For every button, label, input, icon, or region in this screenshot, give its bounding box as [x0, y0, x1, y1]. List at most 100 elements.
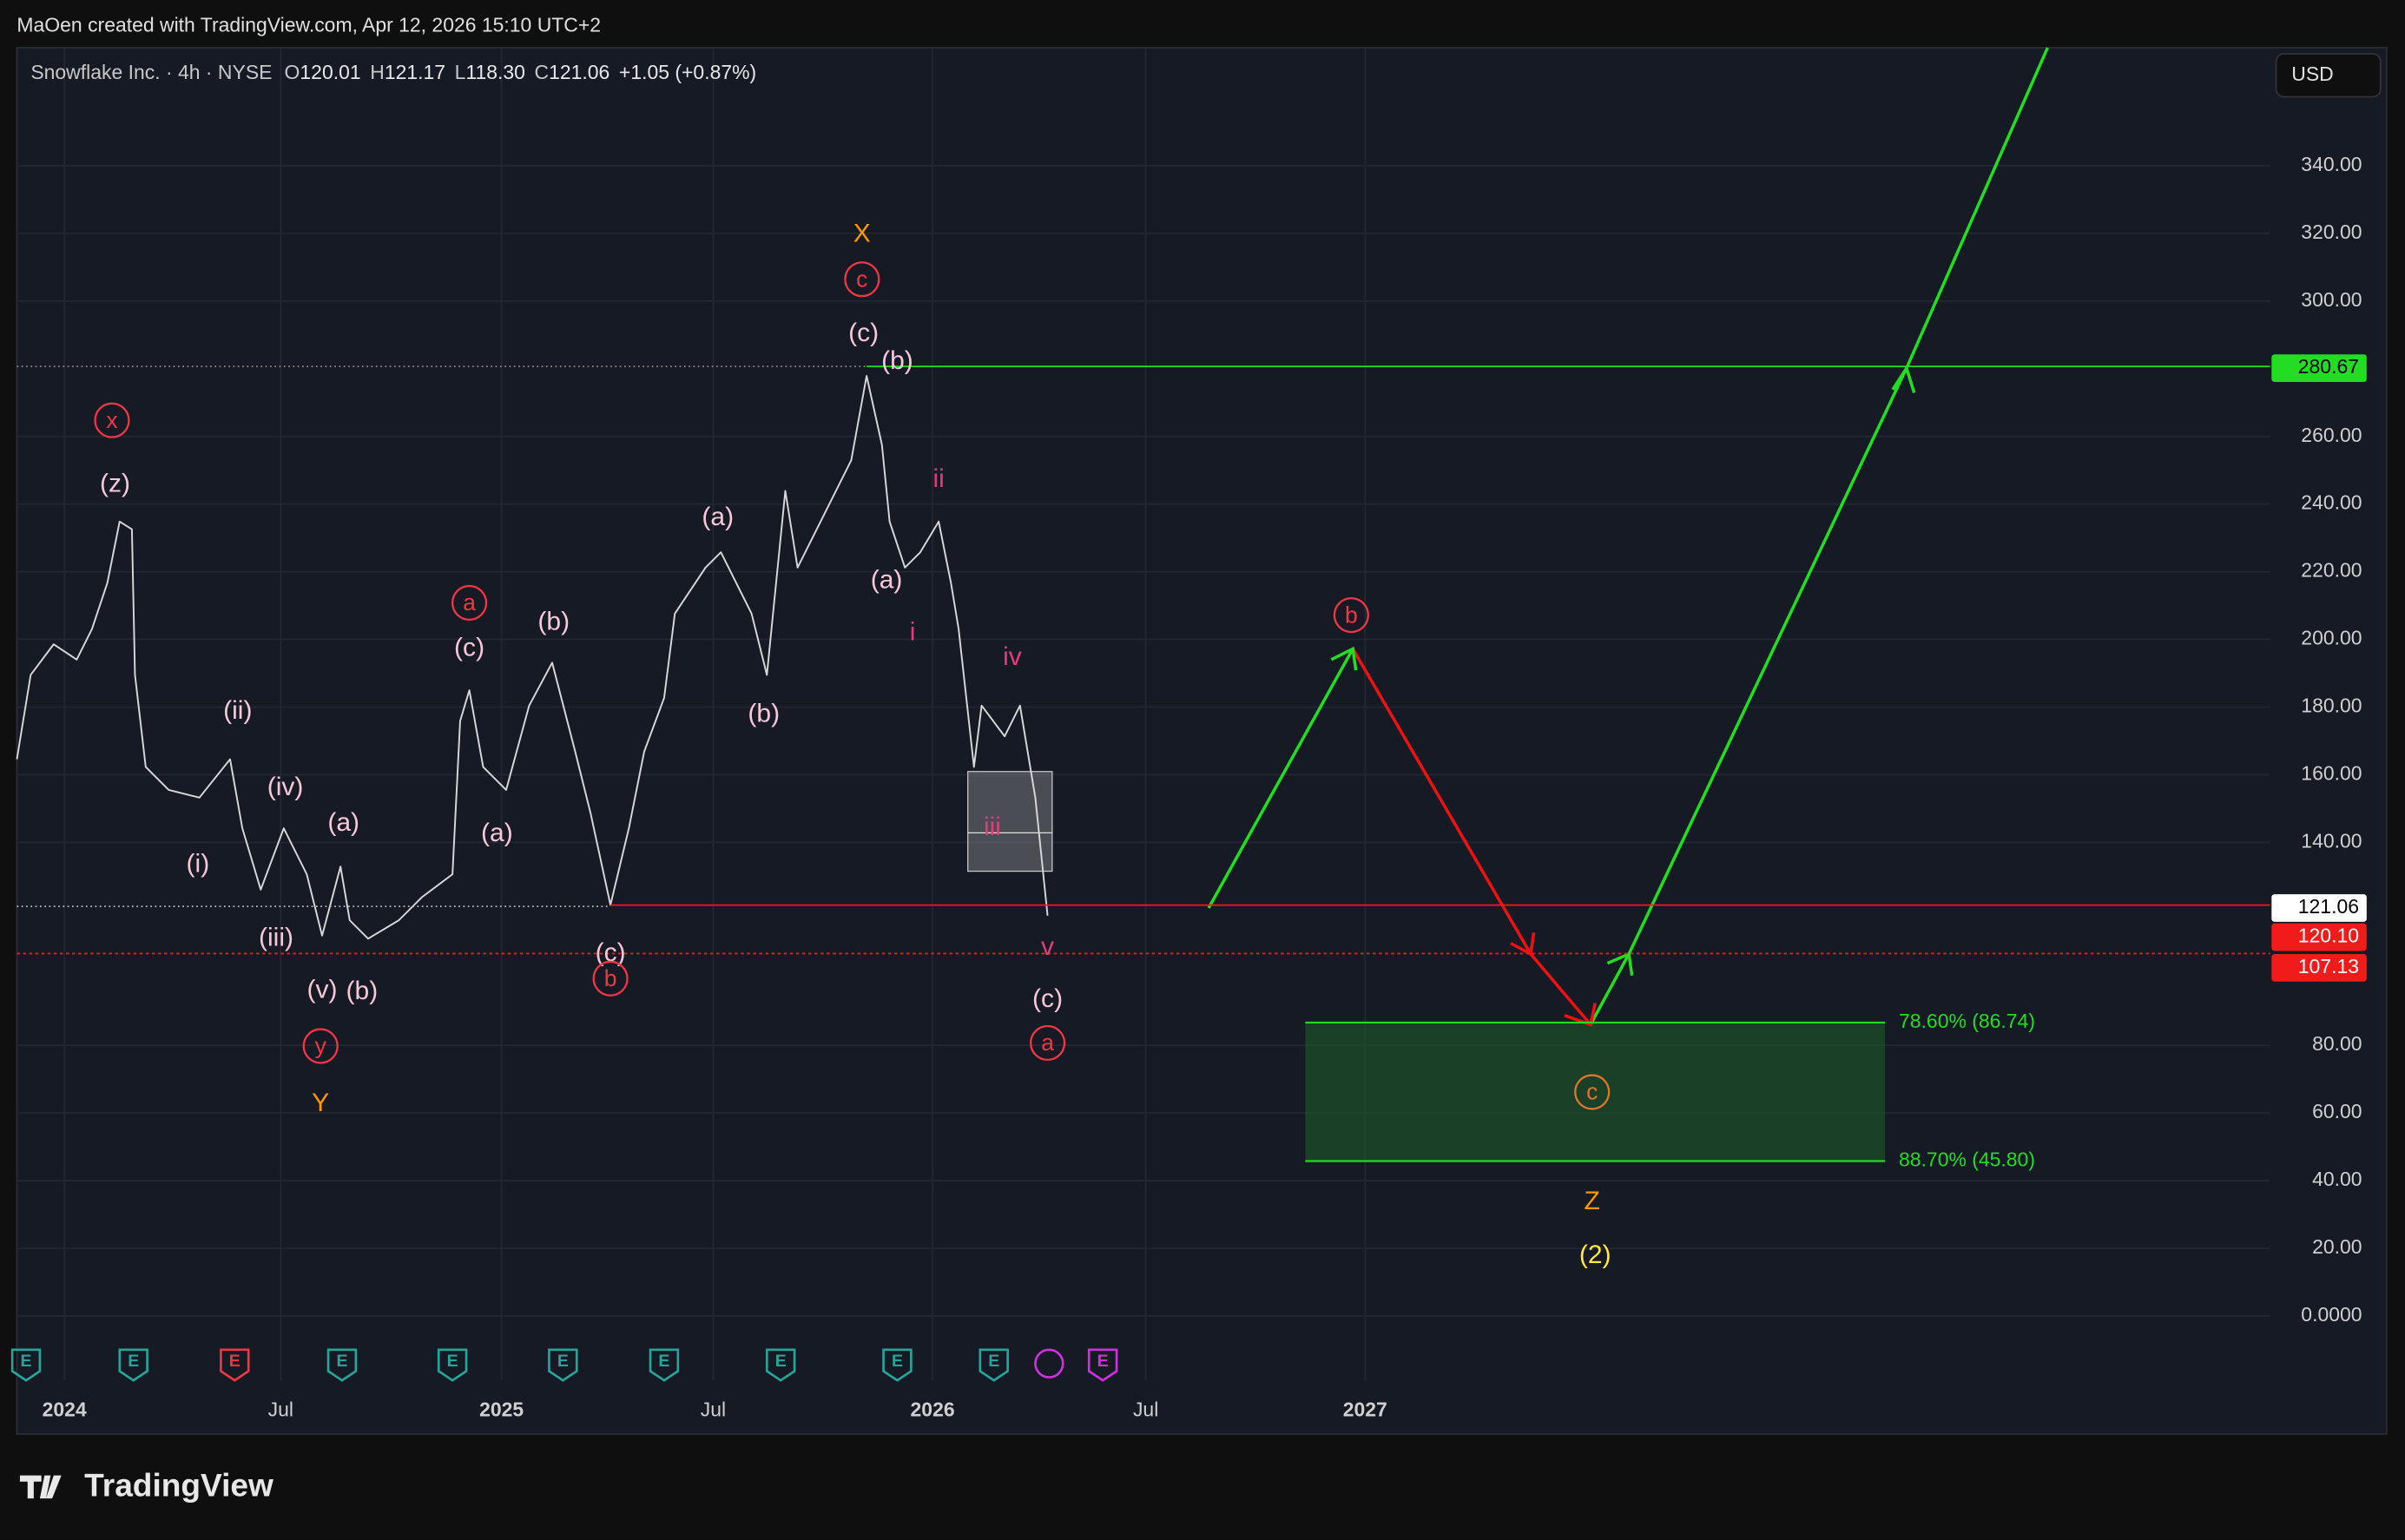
price-tag [2271, 894, 2367, 922]
price-tick-label: 80.00 [2312, 1032, 2362, 1055]
wave-label: i [910, 618, 916, 647]
change: +1.05 (+0.87%) [619, 61, 756, 83]
high: 121.17 [385, 61, 445, 83]
close-label: C [535, 61, 550, 83]
wave-label: iii [984, 813, 1001, 841]
target-zone [1305, 1023, 1886, 1163]
event-icon [1034, 1348, 1064, 1379]
wave-label: c [1586, 1079, 1598, 1105]
wave-label: a [463, 589, 476, 615]
chart-pane [16, 47, 2388, 1435]
wave-label: (2) [1579, 1241, 1611, 1269]
wave-label: (a) [327, 808, 359, 837]
time-tick-label: 2025 [479, 1398, 524, 1420]
arrowhead [1606, 951, 1634, 976]
time-tick-label: 2024 [43, 1398, 87, 1420]
currency-label[interactable]: USD [2291, 63, 2333, 85]
wave-label: c [856, 266, 867, 292]
event-badge [765, 1348, 796, 1382]
arrowhead [1330, 646, 1358, 671]
event-label: E [21, 1352, 32, 1371]
price-tick-label: 300.00 [2301, 288, 2362, 311]
time-tick-label: Jul [268, 1398, 293, 1420]
wave-label: (z) [100, 469, 130, 497]
wave-label: b [604, 965, 617, 991]
event-label: E [557, 1352, 569, 1371]
wave-label: (c) [848, 319, 879, 347]
wave-label: (c) [1032, 984, 1063, 1013]
time-tick-label: Jul [1133, 1398, 1158, 1420]
wave-label: (v) [306, 975, 337, 1004]
wave-label: Z [1585, 1187, 1600, 1215]
event-badge [649, 1348, 680, 1382]
wave-label: (b) [881, 346, 913, 375]
open: 120.01 [300, 61, 360, 83]
consolidation-box [967, 771, 1053, 872]
symbol: Snowflake Inc. · 4h · NYSE [30, 61, 272, 83]
close: 121.06 [549, 61, 609, 83]
wave-circle [1029, 1024, 1066, 1062]
event-badge [437, 1348, 468, 1382]
price-tag [2271, 354, 2367, 383]
price-tick-label: 140.00 [2301, 829, 2362, 852]
attribution: MaOen created with TradingView.com, Apr … [16, 13, 601, 36]
price-tick-label: 160.00 [2301, 761, 2362, 784]
fib-label: 88.70% (45.80) [1899, 1148, 2035, 1170]
wave-label: X [853, 219, 871, 247]
wave-label: (a) [702, 503, 734, 531]
low: 118.30 [465, 61, 525, 83]
price-tag-label: 120.10 [2298, 925, 2359, 947]
price-tag-label: 280.67 [2298, 355, 2359, 378]
event-badge [10, 1348, 42, 1382]
footer-logo: TradingView [19, 1467, 273, 1504]
wave-label: a [1041, 1030, 1054, 1056]
wave-label: (a) [871, 566, 903, 595]
open-label: O [285, 61, 300, 83]
event-label: E [336, 1352, 347, 1371]
price-tick-label: 60.00 [2312, 1100, 2362, 1122]
event-badge [326, 1348, 358, 1382]
event-badge [978, 1348, 1009, 1382]
wave-label: (b) [346, 977, 379, 1005]
logo-mark [19, 1475, 62, 1499]
projection-up-final [1589, 47, 2050, 1026]
wave-label: (iii) [259, 923, 293, 951]
price-tag [2271, 923, 2367, 951]
wave-circle [1574, 1074, 1611, 1110]
price-line [16, 375, 1049, 940]
wave-label: v [1041, 932, 1054, 961]
event-label: E [775, 1352, 787, 1371]
event-badge [220, 1348, 250, 1382]
price-tick-label: 180.00 [2301, 694, 2362, 717]
time-tick-label: 2026 [911, 1398, 955, 1420]
price-tick-label: 0.0000 [2301, 1303, 2362, 1326]
legend: Snowflake Inc. · 4h · NYSE O120.01 H121.17… [30, 61, 756, 83]
event-label: E [658, 1352, 669, 1371]
price-tag-label: 121.06 [2298, 895, 2359, 918]
projection-up [1207, 648, 1354, 909]
event-badge [1087, 1348, 1118, 1382]
event-label: E [892, 1352, 903, 1371]
high-label: H [370, 61, 385, 83]
wave-circle [302, 1028, 339, 1064]
wave-label: (i) [187, 849, 210, 878]
wave-label: b [1345, 602, 1358, 628]
wave-label: (a) [481, 819, 513, 847]
wave-label: (b) [537, 607, 570, 635]
price-tick-label: 40.00 [2312, 1168, 2362, 1190]
wave-label: Y [312, 1089, 329, 1117]
overlay: 340.00 320.00 300.00 260.00 240.00 220.00 200.… [10, 153, 2367, 1420]
price-tick-label: 320.00 [2301, 220, 2362, 243]
arrowhead [1891, 365, 1916, 393]
currency-button[interactable] [2275, 53, 2382, 98]
low-label: L [455, 61, 466, 83]
event-badge [882, 1348, 913, 1382]
logo-text: TradingView [84, 1467, 273, 1504]
fib-label: 78.60% (86.74) [1899, 1010, 2035, 1032]
wave-label: (ii) [223, 696, 252, 725]
arrowhead [1564, 1003, 1597, 1027]
event-label: E [988, 1352, 999, 1371]
wave-circle [94, 402, 130, 438]
